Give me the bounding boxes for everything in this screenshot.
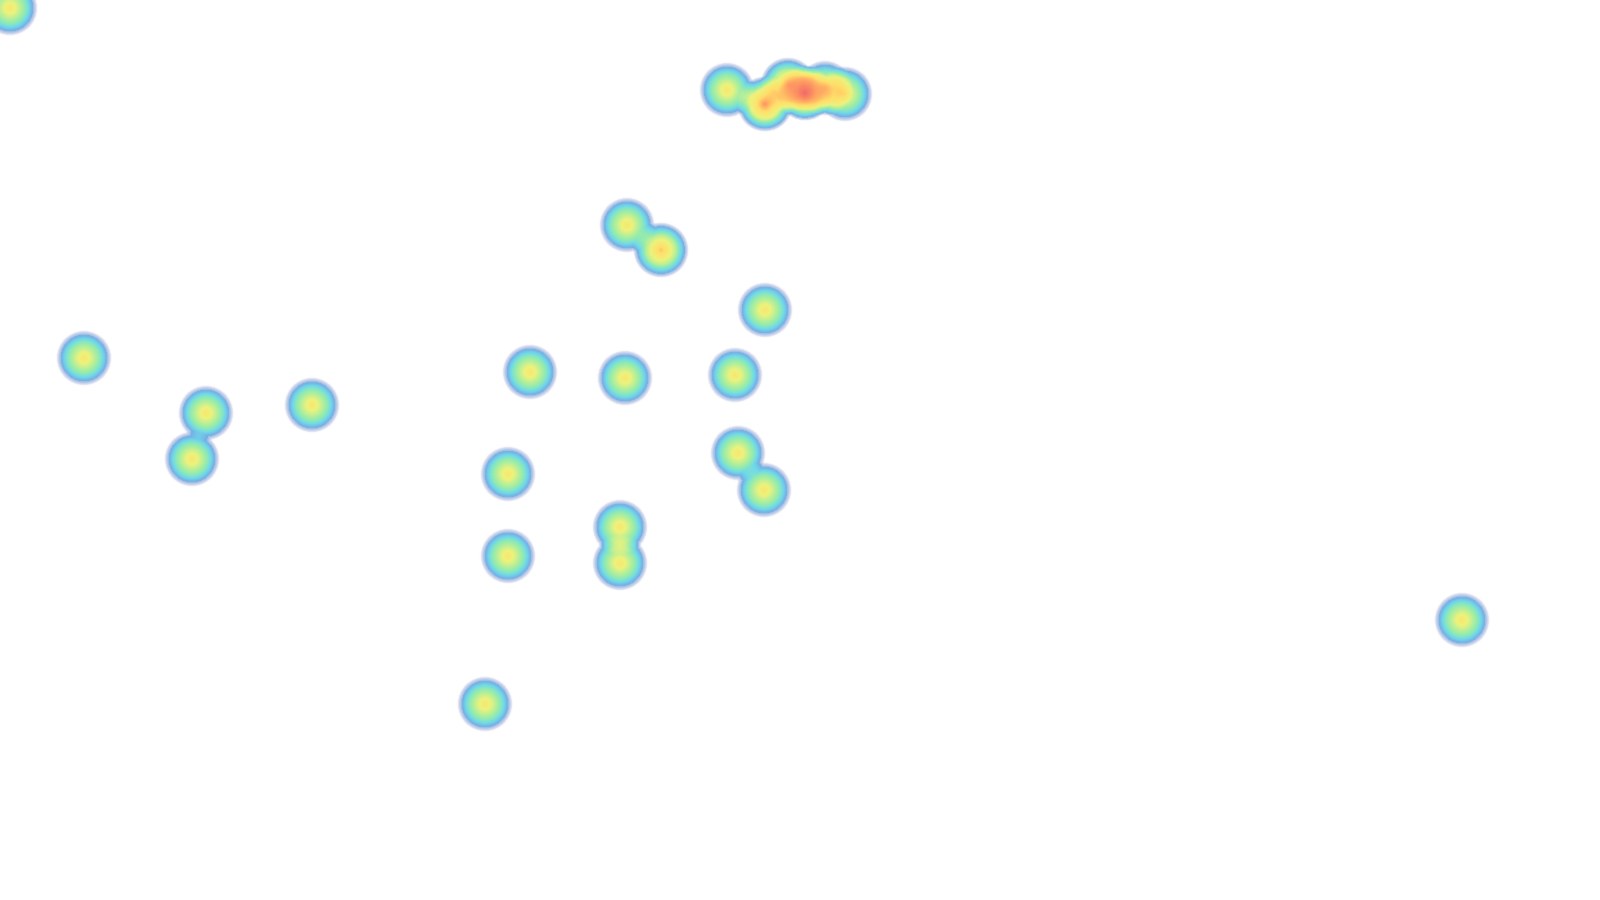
heatmap-canvas (0, 0, 1600, 900)
